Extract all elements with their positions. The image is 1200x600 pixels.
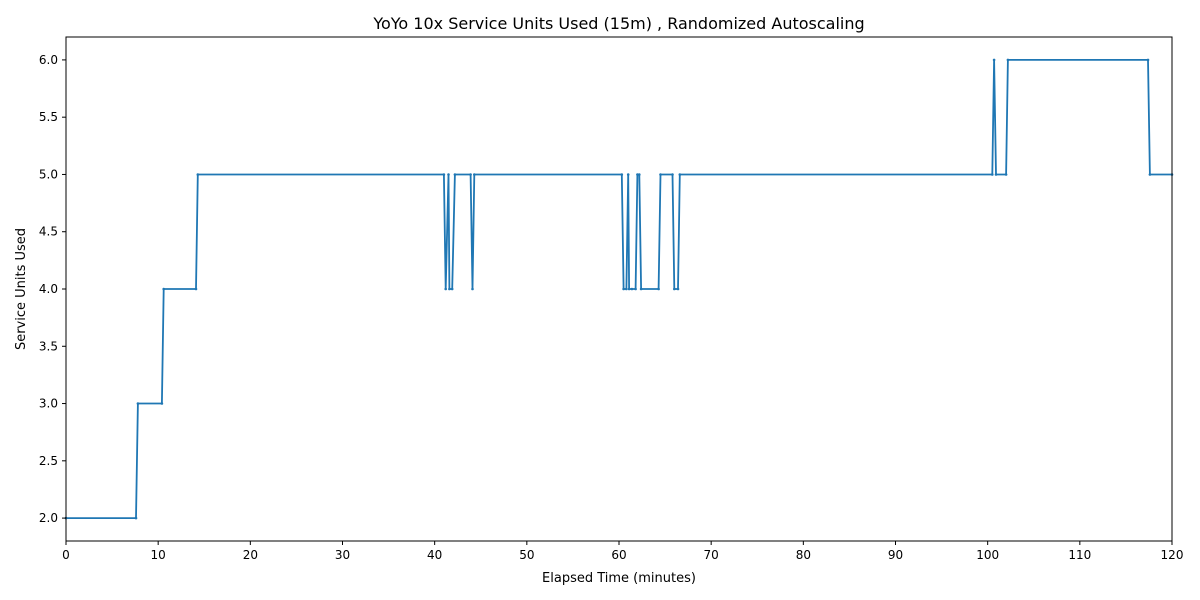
- x-tick-label: 120: [1161, 548, 1184, 562]
- data-point: [639, 287, 643, 291]
- x-axis-ticks: 0 10 20 30 40 50 60 70 80 90 100 110 120: [62, 541, 1183, 562]
- data-point: [636, 173, 639, 176]
- y-tick-label: 3.0: [39, 397, 58, 411]
- x-tick-label: 50: [519, 548, 534, 562]
- data-point: [992, 58, 996, 62]
- y-tick-label: 4.0: [39, 282, 58, 296]
- series-line: [66, 59, 1172, 519]
- data-point: [676, 287, 680, 291]
- y-tick-label: 2.5: [39, 454, 58, 468]
- data-point: [450, 287, 454, 291]
- x-tick-label: 30: [335, 548, 350, 562]
- data-point: [473, 173, 476, 176]
- x-axis-label: Elapsed Time (minutes): [542, 571, 696, 586]
- x-tick-label: 90: [888, 548, 903, 562]
- x-tick-label: 40: [427, 548, 442, 562]
- data-point: [991, 173, 994, 176]
- x-tick-label: 110: [1068, 548, 1091, 562]
- y-tick-label: 6.0: [39, 53, 58, 67]
- data-point: [160, 402, 164, 405]
- data-point: [442, 173, 446, 176]
- data-point: [469, 173, 472, 176]
- y-tick-label: 5.5: [39, 110, 58, 124]
- data-point: [657, 287, 660, 291]
- data-point: [638, 173, 641, 176]
- data-point: [1006, 58, 1010, 62]
- data-point: [1004, 173, 1008, 176]
- data-point: [136, 402, 140, 405]
- data-point: [627, 287, 631, 291]
- x-tick-label: 70: [704, 548, 719, 562]
- y-axis-label: Service Units Used: [14, 228, 29, 350]
- data-point: [444, 287, 448, 291]
- data-point: [673, 287, 676, 291]
- data-point: [630, 287, 634, 291]
- data-point: [626, 173, 630, 176]
- y-tick-label: 2.0: [39, 511, 58, 525]
- x-tick-label: 20: [243, 548, 258, 562]
- data-point: [620, 173, 624, 176]
- x-tick-label: 60: [611, 548, 626, 562]
- data-point: [671, 173, 674, 176]
- data-point: [634, 287, 637, 291]
- data-point: [162, 287, 165, 291]
- x-tick-label: 10: [151, 548, 166, 562]
- data-point: [678, 173, 682, 176]
- data-point: [1148, 173, 1152, 176]
- data-point: [134, 516, 138, 520]
- data-point: [448, 287, 451, 291]
- data-point: [622, 287, 625, 291]
- data-point: [453, 173, 457, 176]
- x-tick-label: 0: [62, 548, 70, 562]
- data-point: [659, 173, 662, 176]
- data-point: [196, 173, 200, 176]
- data-point: [447, 173, 450, 176]
- x-tick-label: 80: [796, 548, 811, 562]
- data-point: [1146, 58, 1150, 62]
- plot-frame: [65, 36, 1173, 542]
- chart-title: YoYo 10x Service Units Used (15m) , Rand…: [372, 14, 864, 33]
- plot-area: [64, 58, 1174, 520]
- data-point: [194, 287, 198, 291]
- x-tick-label: 100: [976, 548, 999, 562]
- y-tick-label: 5.0: [39, 167, 58, 181]
- y-tick-label: 3.5: [39, 339, 58, 353]
- y-axis-ticks: 2.0 2.5 3.0 3.5 4.0 4.5 5.0 5.5 6.0: [39, 53, 66, 525]
- data-point: [994, 173, 998, 176]
- y-tick-label: 4.5: [39, 225, 58, 239]
- data-point: [625, 287, 628, 291]
- data-point: [471, 287, 474, 291]
